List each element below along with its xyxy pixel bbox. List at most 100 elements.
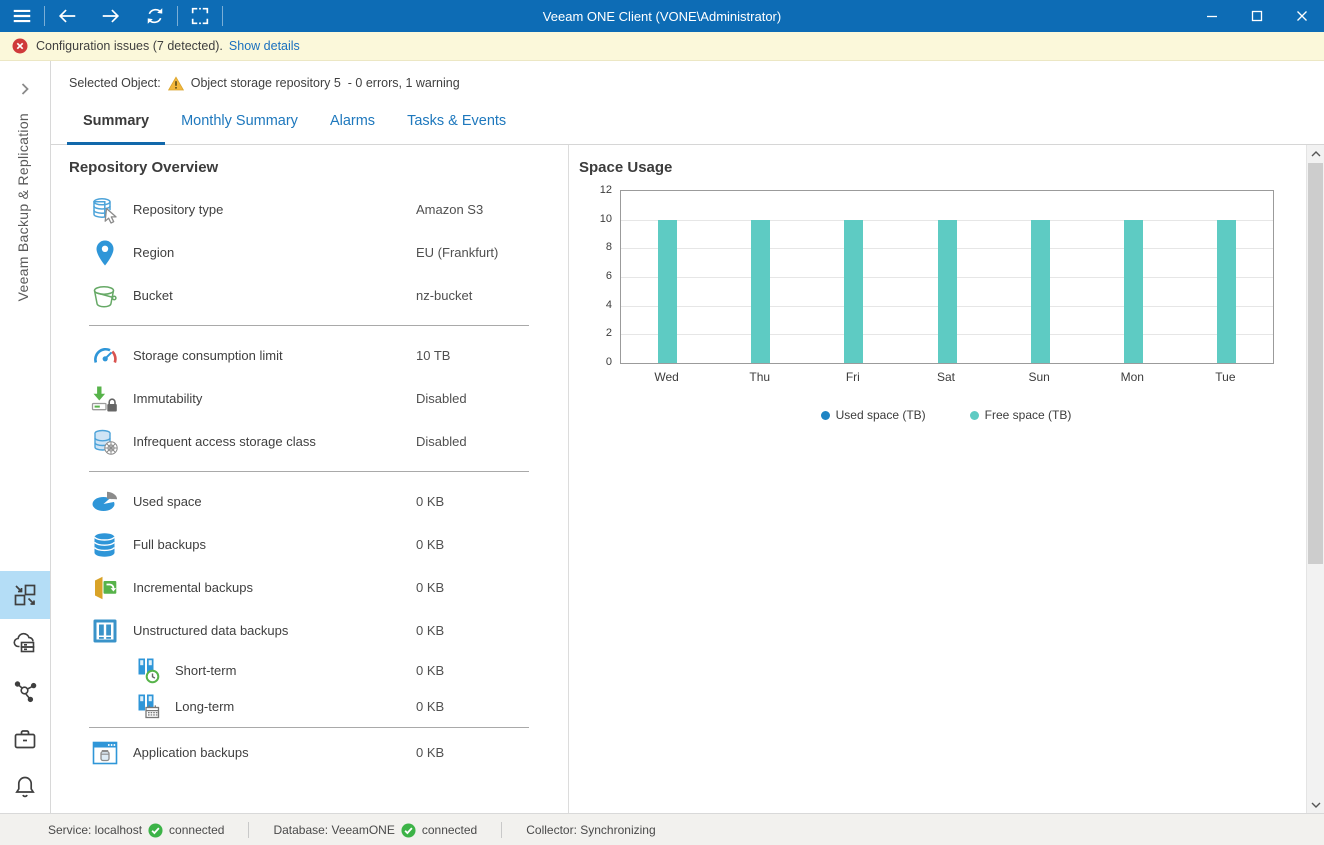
legend-label: Free space (TB) <box>984 408 1072 422</box>
chart-bar-mon <box>1123 219 1143 363</box>
row-label: Region <box>133 245 175 260</box>
window-controls <box>1189 0 1324 32</box>
row-application-backups: Application backups 0 KB <box>89 731 549 774</box>
x-tick-label: Mon <box>1120 370 1144 384</box>
database-status: Database: VeeamONE connected <box>273 822 478 838</box>
database-status-text: connected <box>421 823 478 837</box>
close-icon <box>1296 11 1307 21</box>
x-tick-label: Fri <box>845 370 860 384</box>
repository-overview-pane: Repository Overview Repository type Amaz… <box>51 145 569 813</box>
data-protection-icon <box>14 584 36 606</box>
selected-object-status: - 0 errors, 1 warning <box>347 76 460 90</box>
nav-business-view[interactable] <box>0 715 50 763</box>
row-value: 0 KB <box>416 698 445 714</box>
maximize-icon <box>1251 10 1262 22</box>
free-space-dot <box>969 410 979 420</box>
row-label: Bucket <box>133 288 173 303</box>
back-button[interactable] <box>45 0 89 32</box>
row-bucket: Bucket nz-bucket <box>89 274 549 317</box>
refresh-icon <box>147 8 163 24</box>
chart-bar-tue <box>1216 219 1236 363</box>
row-full-backups: Full backups 0 KB <box>89 523 549 566</box>
row-label: Full backups <box>133 537 206 552</box>
space-usage-pane: Space Usage 0 2 4 6 8 10 12 Wed Thu Fri Sat Sun Mon… <box>569 145 1307 813</box>
minimize-button[interactable] <box>1189 0 1234 32</box>
used-space-pie-icon <box>92 491 118 511</box>
x-tick-label: Thu <box>749 370 771 384</box>
chevron-up-icon <box>1311 150 1320 156</box>
maximize-button[interactable] <box>1234 0 1279 32</box>
chart-x-axis: Wed Thu Fri Sat Sun Mon Tue <box>620 368 1272 390</box>
full-backups-icon <box>94 532 115 557</box>
close-button[interactable] <box>1279 0 1324 32</box>
scroll-up-button[interactable] <box>1307 145 1324 162</box>
chart-bar-sun <box>1030 219 1050 363</box>
warning-icon <box>167 75 184 90</box>
rail-icon-stack <box>0 571 50 811</box>
service-status-text: connected <box>169 823 225 837</box>
forward-button[interactable] <box>89 0 133 32</box>
toolbar-separator <box>177 6 178 26</box>
bell-icon <box>15 776 35 798</box>
short-term-icon <box>138 658 160 684</box>
x-tick-label: Sat <box>936 370 955 384</box>
tab-bar: Summary Monthly Summary Alarms Tasks & E… <box>51 105 1324 145</box>
scroll-down-button[interactable] <box>1307 796 1324 813</box>
row-value: Disabled <box>416 434 467 449</box>
refresh-button[interactable] <box>133 0 177 32</box>
y-tick-label: 12 <box>599 184 612 196</box>
row-label: Immutability <box>133 391 203 406</box>
row-label: Unstructured data backups <box>133 623 289 638</box>
row-label: Long-term <box>175 698 235 714</box>
row-label: Infrequent access storage class <box>133 434 316 449</box>
nav-data-protection[interactable] <box>0 571 50 619</box>
y-tick-label: 0 <box>605 356 612 368</box>
row-value: 0 KB <box>416 537 445 552</box>
row-label: Short-term <box>175 662 237 678</box>
tab-alarms[interactable]: Alarms <box>329 113 376 129</box>
chart-plot <box>620 190 1274 364</box>
tab-monthly-summary[interactable]: Monthly Summary <box>181 113 298 129</box>
row-value: 0 KB <box>416 662 445 678</box>
section-divider <box>89 471 529 472</box>
nav-infrastructure[interactable] <box>0 619 50 667</box>
configuration-issues-banner: Configuration issues (7 detected). Show … <box>0 32 1324 61</box>
y-tick-label: 2 <box>605 327 612 340</box>
rail-title: Veeam Backup & Replication <box>15 113 31 302</box>
row-label: Incremental backups <box>133 580 253 595</box>
row-long-term: Long-term 0 KB <box>89 688 549 724</box>
focus-frame-icon <box>191 7 209 25</box>
row-value: 0 KB <box>416 623 445 638</box>
main-menu-button[interactable] <box>0 0 44 32</box>
forward-arrow-icon <box>102 9 120 23</box>
y-tick-label: 4 <box>605 298 612 311</box>
row-storage-consumption-limit: Storage consumption limit 10 TB <box>89 334 549 377</box>
nav-alarms[interactable] <box>0 763 50 811</box>
show-details-link[interactable]: Show details <box>228 39 300 53</box>
selected-object-label: Selected Object: <box>69 76 161 90</box>
tab-summary[interactable]: Summary <box>67 105 166 145</box>
tab-tasks-events[interactable]: Tasks & Events <box>407 113 507 129</box>
row-value: Amazon S3 <box>416 202 484 217</box>
scrollbar-thumb[interactable] <box>1308 163 1323 564</box>
collector-status-text: Collector: Synchronizing <box>526 823 656 837</box>
row-value: 0 KB <box>416 745 445 760</box>
vertical-scrollbar[interactable] <box>1306 145 1324 813</box>
briefcase-icon <box>14 730 36 749</box>
section-divider <box>89 325 529 326</box>
selected-object-bar: Selected Object: Object storage reposito… <box>51 61 1324 105</box>
configuration-issues-message: Configuration issues (7 detected). <box>36 39 223 53</box>
cloud-server-icon <box>13 632 35 653</box>
region-pin-icon <box>96 240 114 265</box>
nav-topology[interactable] <box>0 667 50 715</box>
row-value: EU (Frankfurt) <box>416 245 499 260</box>
expand-sidebar-button[interactable] <box>0 81 50 99</box>
focus-view-button[interactable] <box>178 0 222 32</box>
row-region: Region EU (Frankfurt) <box>89 231 549 274</box>
toolbar-separator <box>222 6 223 26</box>
row-immutability: Immutability Disabled <box>89 377 549 420</box>
service-label: Service: localhost <box>48 823 143 837</box>
row-unstructured-data-backups: Unstructured data backups 0 KB <box>89 609 549 652</box>
error-icon <box>12 38 28 54</box>
repository-overview-list: Repository type Amazon S3 Region EU (Fra… <box>69 188 549 774</box>
